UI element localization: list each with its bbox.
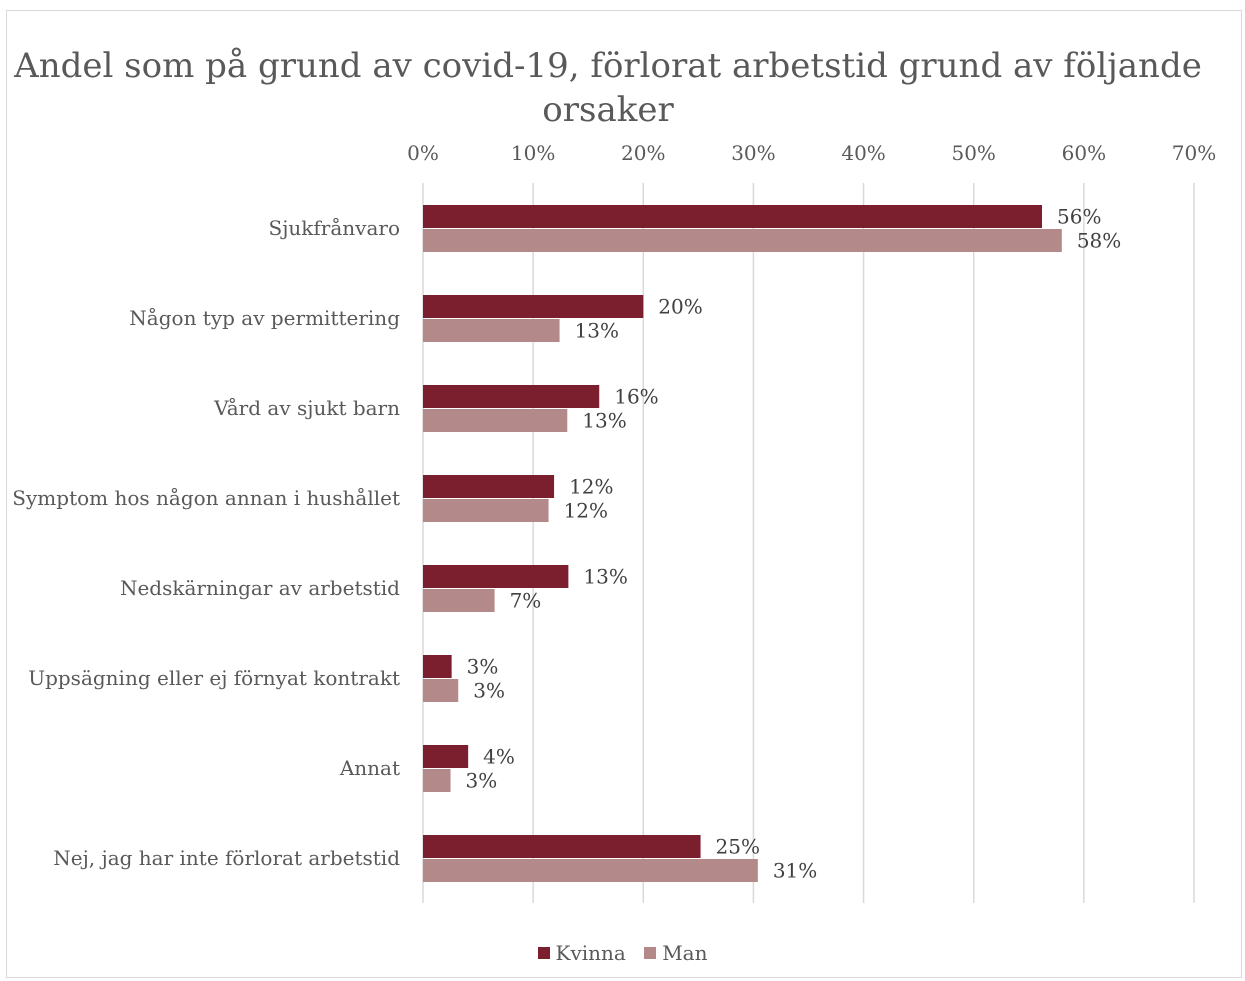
bar-man [423,589,495,612]
bars [423,205,1062,882]
x-tick-label: 20% [621,141,665,165]
data-label: 7% [510,589,542,613]
category-label: Vård av sjukt barn [213,396,400,420]
data-label: 25% [716,835,760,859]
category-label: Nedskärningar av arbetstid [120,576,400,600]
legend-label-man: Man [662,941,708,965]
data-label: 16% [614,385,658,409]
legend-swatch-man [644,947,657,959]
x-tick-label: 10% [511,141,555,165]
bar-man [423,319,560,342]
legend-item-kvinna: Kvinna [537,941,626,965]
data-labels: 56%58%20%13%16%13%12%12%13%7%3%3%4%3%25%… [466,205,1122,883]
bar-kvinna [423,385,600,408]
category-label: Annat [339,756,400,780]
chart-frame [6,10,1242,978]
bar-kvinna [423,565,569,588]
legend: Kvinna Man [0,940,1245,965]
x-tick-label: 30% [731,141,775,165]
category-label: Nej, jag har inte förlorat arbetstid [53,846,400,870]
data-label: 3% [466,769,498,793]
category-label: Sjukfrånvaro [269,216,401,240]
legend-label-kvinna: Kvinna [555,941,626,965]
x-tick-label: 40% [841,141,885,165]
bar-kvinna [423,205,1043,228]
data-label: 13% [582,409,626,433]
bar-man [423,859,758,882]
x-tick-label: 50% [951,141,995,165]
data-label: 56% [1057,205,1101,229]
bar-man [423,499,549,522]
data-label: 12% [569,475,613,499]
x-axis-ticks: 0% 10% 20% 30% 40% 50% 60% 70% [407,141,1216,165]
x-tick-label: 70% [1172,141,1216,165]
category-label: Uppsägning eller ej förnyat kontrakt [28,666,400,690]
bar-man [423,409,568,432]
data-label: 4% [483,745,515,769]
bar-kvinna [423,295,644,318]
data-label: 3% [473,679,505,703]
data-label: 58% [1077,229,1121,253]
chart-title: Andel som på grund av covid-19, förlorat… [14,46,1202,130]
data-label: 12% [564,499,608,523]
bar-man [423,679,459,702]
bar-kvinna [423,475,555,498]
data-label: 13% [575,319,619,343]
bar-man [423,229,1062,252]
category-label: Symptom hos någon annan i hushållet [12,486,400,510]
bar-kvinna [423,655,452,678]
gridlines [422,183,1195,903]
legend-swatch-kvinna [537,947,550,959]
x-tick-label: 0% [407,141,439,165]
data-label: 31% [773,859,817,883]
data-label: 3% [467,655,499,679]
bar-kvinna [423,745,469,768]
category-label: Någon typ av permittering [129,306,400,330]
bar-man [423,769,451,792]
data-label: 13% [583,565,627,589]
data-label: 20% [658,295,702,319]
category-labels: Sjukfrånvaro Någon typ av permittering Vår… [12,216,400,870]
bar-kvinna [423,835,701,858]
x-tick-label: 60% [1062,141,1106,165]
legend-item-man: Man [644,941,707,965]
